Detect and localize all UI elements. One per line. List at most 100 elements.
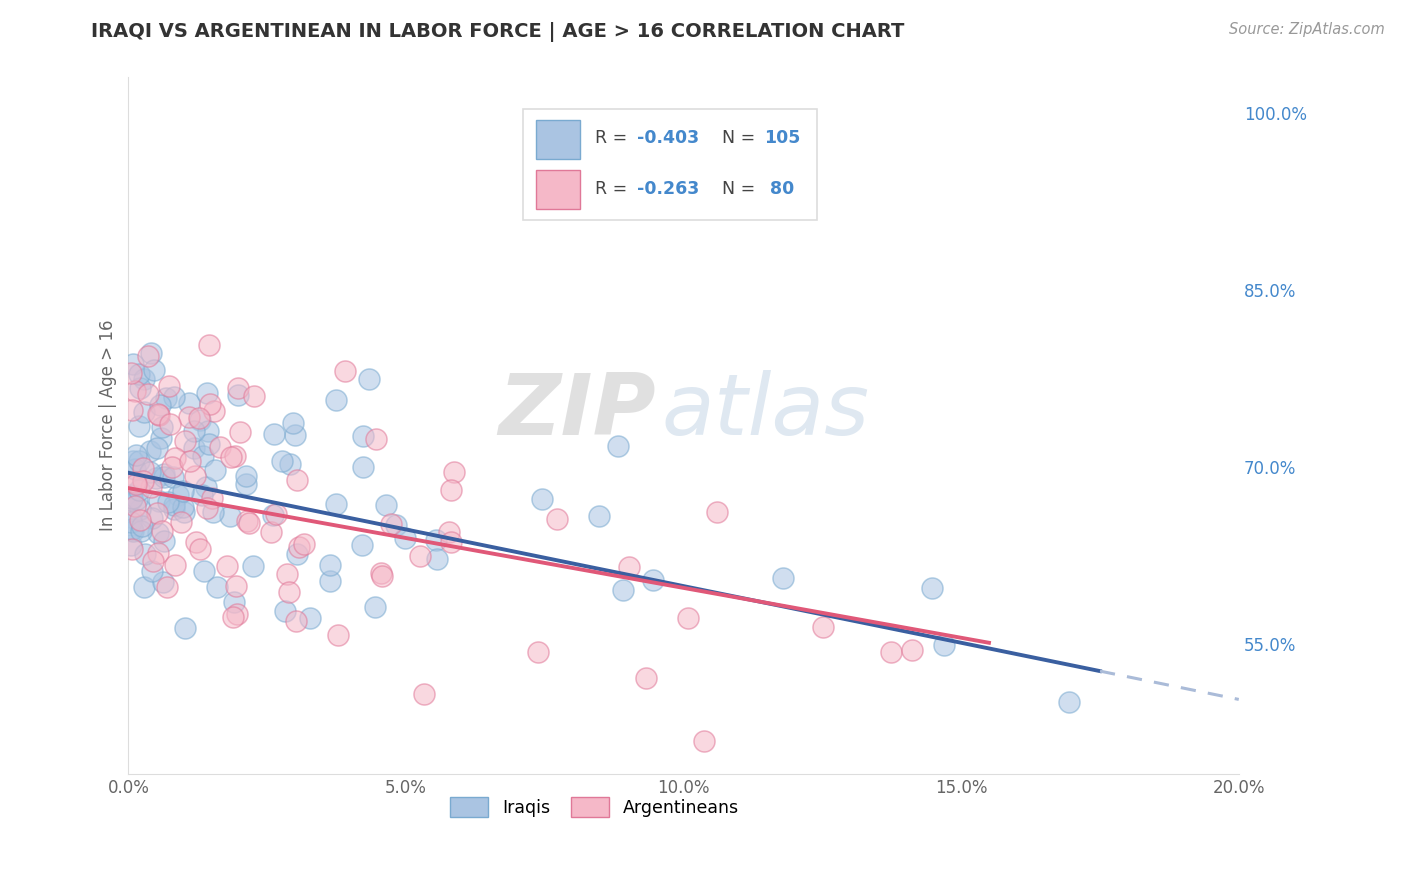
Text: R =: R = (595, 180, 633, 198)
Point (288, 540, 311, 554)
FancyBboxPatch shape (536, 170, 581, 209)
Point (179, 410, 201, 425)
Point (325, 497, 347, 511)
Point (243, 389, 266, 403)
Point (131, 519, 153, 533)
Point (146, 441, 169, 455)
Point (149, 398, 172, 412)
Point (160, 459, 183, 474)
Point (148, 525, 170, 540)
Point (195, 500, 218, 515)
Point (122, 524, 145, 538)
Point (167, 487, 190, 501)
Point (132, 405, 155, 419)
Point (280, 457, 302, 471)
Point (153, 470, 176, 484)
Point (934, 639, 956, 653)
Point (121, 402, 143, 417)
Point (170, 516, 193, 530)
Point (187, 410, 209, 425)
Point (224, 449, 246, 463)
Point (384, 518, 406, 533)
Point (121, 541, 143, 556)
Point (184, 469, 207, 483)
Point (139, 345, 162, 359)
Point (352, 460, 374, 475)
Point (298, 611, 321, 625)
Point (209, 440, 232, 454)
Point (263, 426, 285, 441)
Point (394, 532, 416, 546)
Point (281, 416, 304, 430)
Point (318, 574, 340, 588)
Point (443, 465, 465, 479)
Point (706, 505, 728, 519)
Point (132, 460, 155, 475)
Point (319, 558, 342, 572)
Point (276, 567, 298, 582)
Point (124, 477, 146, 491)
Point (142, 554, 165, 568)
Point (278, 585, 301, 599)
Point (128, 454, 150, 468)
Point (222, 609, 245, 624)
Text: 80: 80 (763, 180, 794, 198)
Point (150, 431, 173, 445)
Point (238, 516, 260, 531)
Point (236, 514, 259, 528)
Point (142, 363, 165, 377)
Point (693, 733, 716, 747)
Point (188, 413, 211, 427)
Point (262, 508, 284, 523)
Point (141, 510, 163, 524)
Point (333, 364, 356, 378)
Point (285, 474, 308, 488)
Point (155, 392, 177, 406)
Point (128, 513, 150, 527)
Point (641, 574, 664, 588)
Point (120, 515, 142, 529)
Point (163, 558, 186, 573)
Point (146, 506, 169, 520)
Point (225, 607, 247, 621)
Point (350, 538, 373, 552)
Point (880, 645, 903, 659)
Point (157, 378, 180, 392)
Point (172, 484, 194, 499)
Point (195, 386, 218, 401)
Point (195, 480, 218, 494)
Point (437, 525, 460, 540)
Point (120, 366, 142, 380)
Point (219, 508, 242, 523)
Text: IRAQI VS ARGENTINEAN IN LABOR FORCE | AGE > 16 CORRELATION CHART: IRAQI VS ARGENTINEAN IN LABOR FORCE | AG… (91, 22, 905, 42)
Point (772, 571, 794, 585)
Point (242, 558, 264, 573)
Point (124, 475, 146, 489)
Text: -0.403: -0.403 (637, 128, 699, 147)
Point (224, 595, 246, 609)
Text: R =: R = (595, 128, 633, 147)
Point (634, 671, 657, 685)
Point (526, 645, 548, 659)
Point (191, 487, 214, 501)
Point (617, 560, 640, 574)
Point (439, 483, 461, 497)
Point (374, 498, 396, 512)
Point (159, 417, 181, 431)
Point (162, 469, 184, 483)
Text: Source: ZipAtlas.com: Source: ZipAtlas.com (1229, 22, 1385, 37)
Point (530, 492, 553, 507)
Point (120, 492, 142, 507)
Point (425, 552, 447, 566)
Point (138, 465, 160, 479)
Point (138, 444, 160, 458)
Point (370, 566, 392, 580)
Point (129, 502, 152, 516)
Point (285, 547, 308, 561)
Point (676, 611, 699, 625)
Point (121, 358, 143, 372)
Point (122, 454, 145, 468)
Point (131, 524, 153, 538)
Point (226, 381, 249, 395)
Point (139, 480, 162, 494)
